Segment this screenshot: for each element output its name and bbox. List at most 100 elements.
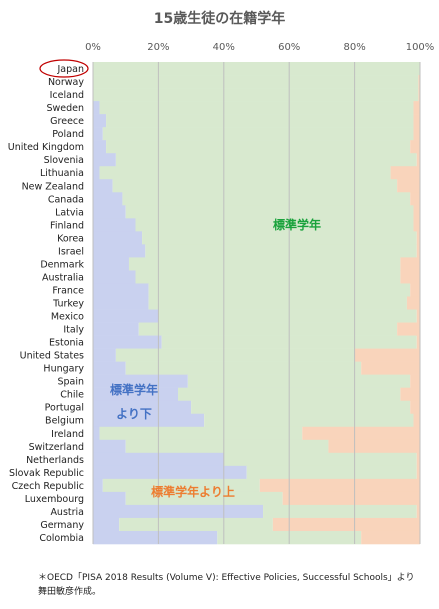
bar-below-standard bbox=[93, 179, 113, 193]
bar-below-standard bbox=[93, 530, 218, 545]
x-tick-label: 100% bbox=[406, 42, 435, 53]
bar-below-standard bbox=[93, 478, 103, 493]
bar-standard-grade bbox=[125, 491, 283, 506]
bar-below-standard bbox=[93, 400, 192, 415]
bar-above-standard bbox=[416, 231, 420, 245]
category-label: New Zealand bbox=[22, 181, 84, 192]
bar-above-standard bbox=[400, 257, 420, 271]
bar-standard-grade bbox=[106, 114, 414, 128]
bar-standard-grade bbox=[148, 296, 407, 310]
bar-above-standard bbox=[282, 491, 420, 506]
bar-below-standard bbox=[93, 439, 126, 454]
bar-above-standard bbox=[413, 114, 420, 128]
bar-standard-grade bbox=[191, 400, 411, 415]
category-label: Hungary bbox=[43, 364, 84, 375]
bar-above-standard bbox=[272, 517, 420, 532]
category-label: Iceland bbox=[50, 90, 84, 101]
bar-standard-grade bbox=[93, 88, 419, 102]
bar-standard-grade bbox=[125, 439, 329, 454]
bar-above-standard bbox=[416, 244, 420, 258]
category-label: Slovenia bbox=[44, 155, 84, 166]
bar-below-standard bbox=[93, 140, 107, 154]
bar-above-standard bbox=[418, 88, 420, 102]
bar-above-standard bbox=[416, 452, 420, 467]
bar-standard-grade bbox=[112, 179, 398, 193]
bar-above-standard bbox=[413, 101, 420, 115]
category-label: Belgium bbox=[45, 416, 84, 427]
bar-below-standard bbox=[93, 296, 149, 310]
bar-above-standard bbox=[361, 530, 420, 545]
category-label: Poland bbox=[52, 129, 84, 140]
source-note: ＊OECD「PISA 2018 Results (Volume V): Effe… bbox=[38, 573, 415, 583]
bar-above-standard bbox=[418, 75, 420, 89]
bar-below-standard bbox=[93, 361, 126, 375]
below-standard-annotation-line2: より下 bbox=[116, 407, 152, 421]
category-label: Mexico bbox=[51, 312, 84, 323]
bar-standard-grade bbox=[187, 374, 411, 388]
bar-standard-grade bbox=[223, 452, 417, 467]
category-label: Denmark bbox=[40, 259, 84, 270]
bar-above-standard bbox=[259, 478, 420, 493]
category-label: Greece bbox=[50, 116, 84, 127]
bar-above-standard bbox=[413, 413, 420, 428]
bar-standard-grade bbox=[128, 257, 401, 271]
category-label: Korea bbox=[57, 233, 84, 244]
category-label: Canada bbox=[48, 194, 84, 205]
x-tick-label: 0% bbox=[85, 42, 101, 53]
bar-below-standard bbox=[93, 218, 136, 232]
bar-above-standard bbox=[302, 426, 420, 441]
bar-standard-grade bbox=[93, 75, 419, 89]
bar-above-standard bbox=[328, 439, 420, 454]
bar-below-standard bbox=[93, 517, 120, 532]
bar-below-standard bbox=[93, 322, 139, 336]
bar-above-standard bbox=[410, 374, 420, 388]
category-label: United States bbox=[20, 351, 84, 362]
bar-below-standard bbox=[93, 348, 116, 362]
bar-below-standard bbox=[93, 374, 188, 388]
author-note: 舞田敏彦作成。 bbox=[38, 587, 102, 597]
bar-standard-grade bbox=[135, 218, 414, 232]
x-tick-label: 20% bbox=[147, 42, 169, 53]
category-label: Lithuania bbox=[40, 168, 84, 179]
bar-above-standard bbox=[410, 192, 420, 206]
bar-standard-grade bbox=[263, 504, 417, 519]
x-tick-label: 40% bbox=[213, 42, 235, 53]
category-label: France bbox=[52, 285, 84, 296]
bar-standard-grade bbox=[158, 309, 417, 323]
bar-below-standard bbox=[93, 283, 149, 297]
category-label: Germany bbox=[40, 520, 84, 531]
category-label: Switzerland bbox=[29, 442, 84, 453]
bar-standard-grade bbox=[115, 348, 355, 362]
bar-standard-grade bbox=[142, 231, 417, 245]
bar-below-standard bbox=[93, 504, 264, 519]
x-tick-label: 60% bbox=[278, 42, 300, 53]
bar-below-standard bbox=[93, 257, 129, 271]
japan-highlight-circle bbox=[39, 59, 89, 78]
bar-above-standard bbox=[354, 348, 420, 362]
bar-above-standard bbox=[410, 283, 420, 297]
bar-above-standard bbox=[410, 140, 420, 154]
bar-above-standard bbox=[361, 361, 420, 375]
bar-above-standard bbox=[416, 309, 420, 323]
bar-below-standard bbox=[93, 114, 107, 128]
bar-standard-grade bbox=[102, 478, 260, 493]
bar-below-standard bbox=[93, 491, 126, 506]
bar-above-standard bbox=[413, 205, 420, 219]
bar-below-standard bbox=[93, 244, 146, 258]
above-standard-annotation: 標準学年より上 bbox=[151, 484, 235, 499]
category-label: Ireland bbox=[51, 429, 84, 440]
bar-standard-grade bbox=[93, 62, 420, 76]
bar-above-standard bbox=[400, 270, 420, 284]
bar-above-standard bbox=[406, 296, 420, 310]
bar-standard-grade bbox=[125, 205, 414, 219]
bar-above-standard bbox=[390, 166, 420, 180]
category-label: Slovak Republic bbox=[9, 468, 84, 479]
bar-standard-grade bbox=[115, 153, 417, 167]
bar-above-standard bbox=[410, 400, 420, 415]
category-label: Estonia bbox=[49, 338, 84, 349]
bar-below-standard bbox=[93, 127, 103, 141]
bar-below-standard bbox=[93, 231, 143, 245]
bar-standard-grade bbox=[204, 413, 414, 428]
bar-standard-grade bbox=[148, 283, 411, 297]
category-label: Sweden bbox=[46, 103, 84, 114]
